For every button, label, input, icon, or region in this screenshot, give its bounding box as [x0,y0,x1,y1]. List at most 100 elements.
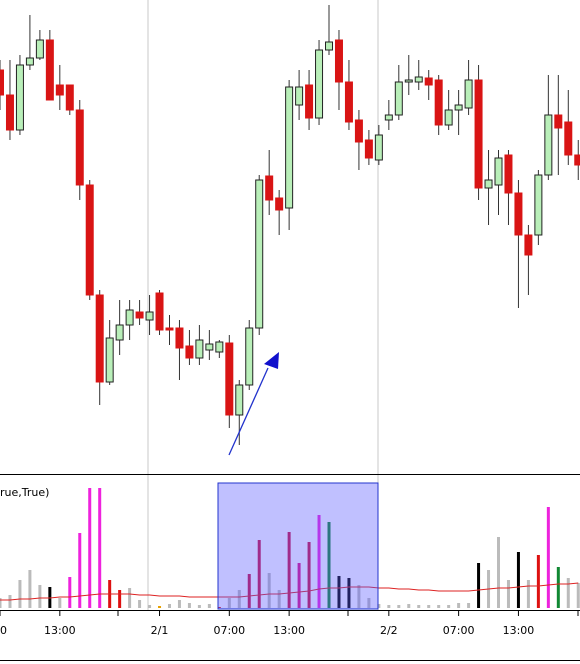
arrow-head [264,352,279,369]
volume-bar [407,604,411,608]
volume-bar [197,605,201,608]
volume-bar [387,605,391,608]
volume-bar [417,605,421,608]
candle-body [434,79,443,126]
plot-layer [0,5,580,608]
candle-body [404,79,413,83]
volume-bar [247,574,251,608]
volume-bar [118,590,122,608]
volume-bar [477,563,481,608]
candle-body [5,94,14,131]
candle-body [554,114,563,129]
x-tick-label: 2/2 [380,624,398,637]
x-tick-label: 13:00 [44,624,76,637]
highlight-box [217,482,379,610]
volume-bar [18,580,22,608]
candle-body [0,69,4,96]
volume-bar [506,580,510,608]
volume-bar [337,576,341,608]
candle-body [65,84,74,111]
candle-body [205,343,214,351]
candle-body [305,84,314,119]
candle-body [494,157,503,186]
candle-body [454,104,463,111]
volume-bar [317,515,321,608]
candle-body [215,341,224,353]
candle-body [15,64,24,131]
candle-body [145,311,154,321]
volume-bar [287,532,291,608]
volume-bar [327,522,331,608]
candle-body [564,121,573,156]
candle-body [125,309,134,326]
volume-bar [556,567,560,608]
volume-bar [347,578,351,608]
average-line [0,582,579,601]
volume-bar [516,552,520,608]
volume-bar [357,585,361,608]
x-tick-label: 07:00 [213,624,245,637]
volume-bar [0,598,2,608]
candle-body [155,292,164,331]
volume-bar [536,555,540,608]
candle-body [45,39,54,101]
candle-body [374,134,383,161]
candle-body [25,57,34,66]
volume-bar [397,605,401,608]
volume-bar [207,604,211,608]
volume-bar [227,598,231,608]
candle-body [295,86,304,106]
candle-body [275,197,284,211]
candle-body [135,311,144,319]
volume-bar [546,507,550,608]
candle-body [95,294,104,383]
candle-body [504,154,513,194]
candle-body [115,324,124,341]
volume-bar [98,488,102,608]
volume-bar [497,537,500,608]
candle-body [364,139,373,159]
x-tick-label: 00 [0,624,7,637]
volume-bar [437,605,441,608]
volume-bar [158,606,162,608]
candle-body [334,39,343,83]
candle-body [394,81,403,116]
candle-body [55,84,64,96]
volume-bar [267,573,271,608]
volume-bar [148,605,152,608]
candle-body [265,175,274,201]
volume-bar [427,605,431,608]
volume-bar [138,600,142,608]
volume-bar [187,603,191,608]
candle-body [544,114,553,176]
candle-body [344,81,353,123]
volume-bar [367,598,371,608]
candle-body [325,41,334,51]
candle-body [165,327,174,331]
volume-bar [576,583,580,608]
volume-bar [377,604,381,608]
candle-body [484,179,493,189]
volume-bar [58,598,62,608]
candle-body [524,234,533,256]
x-tick-label: 13:00 [503,624,535,637]
volume-bar [88,488,92,608]
candle-body [414,76,423,83]
candle-body [85,184,94,296]
candle-body [235,384,244,416]
candle-body [315,49,324,119]
candle-body [424,77,433,86]
volume-bar [526,580,530,608]
volume-bar [8,595,12,608]
volume-bar [28,570,32,608]
volume-bar [467,603,471,608]
candle-body [245,327,254,386]
volume-bar [307,542,311,608]
volume-bar [217,607,221,608]
volume-bar [68,577,72,608]
volume-bar [177,600,181,608]
volume-bar [277,590,281,608]
volume-bar [297,563,301,608]
candle-body [225,342,234,416]
